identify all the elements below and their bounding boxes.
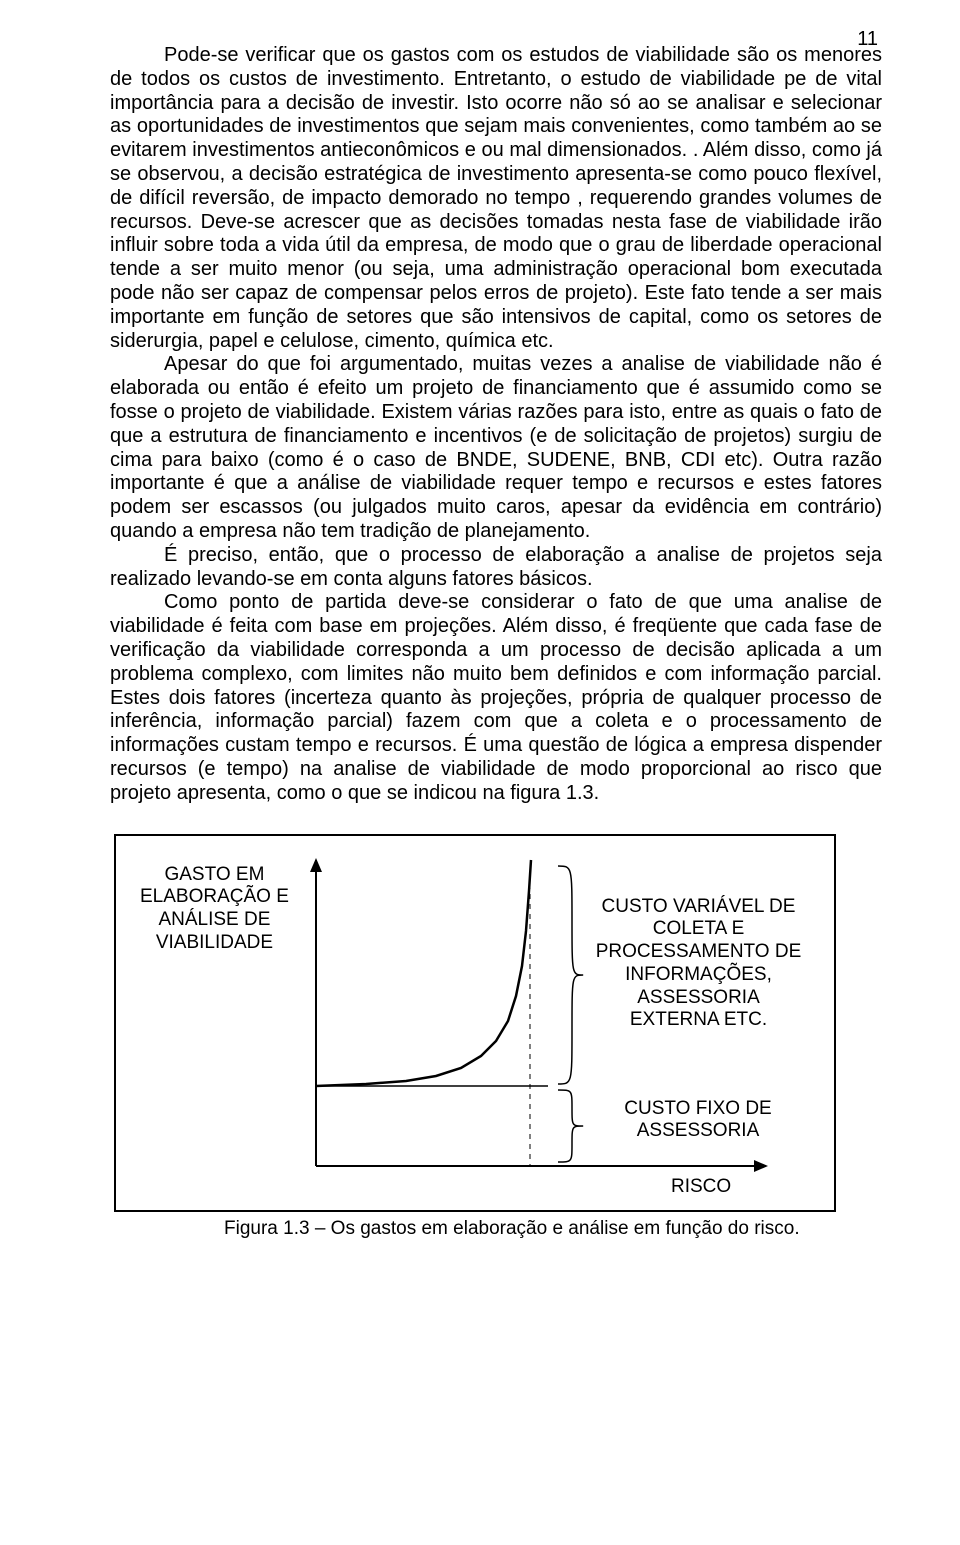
variable-cost-label: CUSTO VARIÁVEL DECOLETA EPROCESSAMENTO D…	[586, 896, 811, 1033]
paragraph-4: Como ponto de partida deve-se considerar…	[110, 591, 882, 805]
fixed-cost-label: CUSTO FIXO DEASSESSORIA	[598, 1098, 798, 1144]
figure-caption: Figura 1.3 – Os gastos em elaboração e a…	[224, 1218, 874, 1240]
paragraph-3: É preciso, então, que o processo de elab…	[110, 544, 882, 592]
paragraph-1-text: Pode-se verificar que os gastos com os e…	[110, 44, 882, 352]
page-number: 11	[857, 28, 878, 51]
paragraph-4-text: Como ponto de partida deve-se considerar…	[110, 591, 882, 803]
paragraph-1: Pode-se verificar que os gastos com os e…	[110, 44, 882, 353]
paragraph-3-text: É preciso, então, que o processo de elab…	[110, 544, 882, 590]
paragraph-2-text: Apesar do que foi argumentado, muitas ve…	[110, 353, 882, 542]
document-page: 11 Pode-se verificar que os gastos com o…	[0, 0, 960, 1545]
y-axis-label: GASTO EMELABORAÇÃO EANÁLISE DEVIABILIDAD…	[140, 864, 289, 955]
figure-box: GASTO EMELABORAÇÃO EANÁLISE DEVIABILIDAD…	[114, 834, 836, 1212]
paragraph-2: Apesar do que foi argumentado, muitas ve…	[110, 353, 882, 543]
figure-1-3: GASTO EMELABORAÇÃO EANÁLISE DEVIABILIDAD…	[114, 834, 874, 1240]
x-axis-label: RISCO	[671, 1176, 731, 1198]
